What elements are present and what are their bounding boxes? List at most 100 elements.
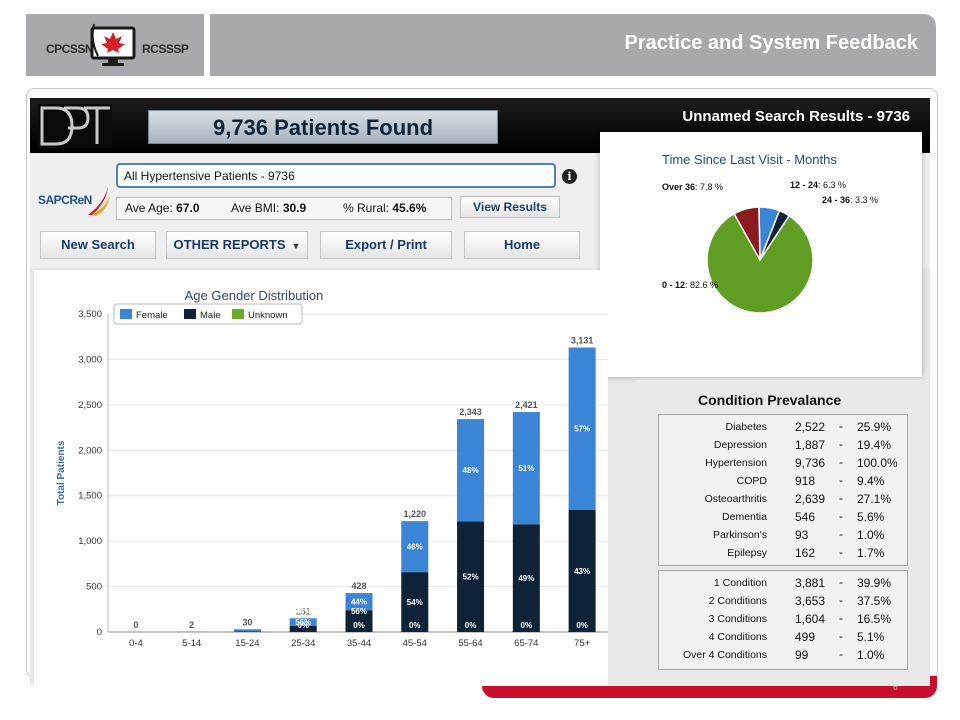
bar-total-label: 3,131 xyxy=(571,336,594,346)
condition-name: 4 Conditions xyxy=(708,631,767,643)
y-tick-label: 3,500 xyxy=(78,309,102,320)
y-tick-label: 2,500 xyxy=(78,400,102,411)
logo-text-cpcssn: CPCSSN xyxy=(46,42,94,56)
condition-pct: 39.9% xyxy=(857,576,892,590)
age-gender-chart-card: Age Gender Distribution 0 500 1,000 1,500 2,… xyxy=(34,270,608,686)
condition-dash: - xyxy=(839,509,843,523)
new-search-button[interactable]: New Search xyxy=(40,231,156,259)
bar-female-pct-label: 44% xyxy=(351,598,367,607)
condition-row: Parkinson's 93 -1.0% xyxy=(659,527,909,545)
bar-total-label: 2 xyxy=(189,620,194,630)
bar-unknown-pct-label: 0% xyxy=(576,621,588,630)
search-input[interactable] xyxy=(116,163,556,188)
x-tick-label: 25-34 xyxy=(291,638,315,649)
bar-total-label: 428 xyxy=(351,581,366,591)
legend-label-unknown: Unknown xyxy=(248,310,288,321)
y-tick-label: 500 xyxy=(86,582,102,593)
bar-male-65-74[interactable] xyxy=(512,524,540,632)
x-tick-label: 35-44 xyxy=(347,638,371,649)
info-icon[interactable]: i xyxy=(562,169,577,184)
condition-dash: - xyxy=(839,575,843,589)
condition-name: 2 Conditions xyxy=(708,595,767,607)
pie-label-24-36: 24 - 36: 3.3 % xyxy=(822,195,879,205)
condition-name: Over 4 Conditions xyxy=(682,649,767,661)
bar-total-label: 2,421 xyxy=(515,400,538,410)
y-tick-label: 1,000 xyxy=(78,536,102,547)
condition-name: Hypertension xyxy=(705,457,767,469)
condition-pct: 1.0% xyxy=(857,648,885,662)
dpt-app: 9,736 Patients Found Unnamed Search Resu… xyxy=(30,98,930,686)
bar-female-25-34[interactable] xyxy=(289,618,317,627)
bar-male-pct-label: 52% xyxy=(463,573,479,582)
condition-name: COPD xyxy=(736,475,767,487)
condition-table: Diabetes 2,522-25.9% Depression 1,887-19.4%… xyxy=(658,414,908,566)
chart-legend[interactable]: Female Male Unknown xyxy=(113,303,303,325)
multi-condition-table: 1 Condition 3,881-39.9% 2 Conditions 3,653-… xyxy=(658,570,908,670)
bar-male-15-24[interactable] xyxy=(233,631,261,632)
cpcssn-logo: CPCSSN RCSSSP xyxy=(26,14,204,76)
bar-unknown-pct-label: 0% xyxy=(465,621,477,630)
condition-pct: 5.6% xyxy=(857,510,885,524)
condition-pct: 9.4% xyxy=(857,474,885,488)
condition-count: 99 xyxy=(795,648,809,662)
condition-count: 3,653 xyxy=(795,594,826,608)
chart-title: Age Gender Distribution xyxy=(184,288,324,303)
condition-pct: 1.0% xyxy=(857,528,885,542)
monitor-maple-leaf-icon xyxy=(90,23,136,66)
condition-dash: - xyxy=(839,647,843,661)
bar-male-25-34[interactable] xyxy=(289,626,317,632)
slide-title: Practice and System Feedback xyxy=(624,32,918,54)
bar-male-75+[interactable] xyxy=(568,509,596,632)
bar-female-45-54[interactable] xyxy=(401,521,429,573)
page-number: 6 xyxy=(893,682,899,692)
bar-male-35-44[interactable] xyxy=(345,610,373,632)
time-since-visit-card: Time Since Last Visit - Months 0 - 12: 8… xyxy=(600,132,922,377)
bar-female-15-24[interactable] xyxy=(233,629,261,632)
sapcren-logo-text: SAPCReN xyxy=(38,193,92,207)
y-tick-label: 3,000 xyxy=(78,354,102,365)
age-gender-bar-chart: 0 500 1,000 1,500 2,000 2,500 3,000 3,500 Total … xyxy=(56,303,608,649)
condition-pct: 100.0% xyxy=(857,456,898,470)
condition-count: 93 xyxy=(795,528,809,542)
y-axis-label: Total Patients xyxy=(56,440,67,505)
export-print-button[interactable]: Export / Print xyxy=(320,231,452,259)
bar-female-55-64[interactable] xyxy=(457,419,485,522)
bar-female-pct-label: 48% xyxy=(463,466,479,475)
condition-row: Epilepsy 162 -1.7% xyxy=(659,545,909,563)
x-tick-label: 45-54 xyxy=(403,638,427,649)
legend-label-female: Female xyxy=(136,310,168,321)
condition-row: Hypertension 9,736-100.0% xyxy=(659,455,909,473)
other-reports-button[interactable]: OTHER REPORTS ▼ xyxy=(166,231,308,259)
condition-dash: - xyxy=(839,455,843,469)
pie-slice-0to12[interactable] xyxy=(706,212,814,314)
condition-row: COPD 918 -9.4% xyxy=(659,473,909,491)
pie-slice-over36[interactable] xyxy=(733,206,761,261)
bar-male-55-64[interactable] xyxy=(457,521,485,632)
view-results-button[interactable]: View Results xyxy=(460,196,560,218)
bar-female-pct-label: 46% xyxy=(407,543,423,552)
rural-stat: % Rural: 45.6% xyxy=(343,201,427,215)
bar-male-45-54[interactable] xyxy=(401,572,429,632)
app-topbar: 9,736 Patients Found Unnamed Search Resu… xyxy=(30,98,930,153)
condition-name: Diabetes xyxy=(725,421,767,433)
pie-title: Time Since Last Visit - Months xyxy=(662,152,837,167)
condition-row: Diabetes 2,522-25.9% xyxy=(659,419,909,437)
sapcren-logo: SAPCReN xyxy=(38,183,110,219)
condition-count: 9,736 xyxy=(795,456,826,470)
bar-female-75+[interactable] xyxy=(568,347,596,510)
patients-found-banner: 9,736 Patients Found xyxy=(148,110,498,144)
bar-unknown-pct-label: 0% xyxy=(521,621,533,630)
bar-total-label: 30 xyxy=(242,617,252,627)
bar-female-65-74[interactable] xyxy=(512,412,540,525)
home-button[interactable]: Home xyxy=(464,231,580,259)
condition-row: Over 4 Conditions 99 -1.0% xyxy=(659,647,909,665)
dpt-logo xyxy=(38,104,112,148)
y-tick-label: 1,500 xyxy=(78,491,102,502)
bar-female-35-44[interactable] xyxy=(345,593,373,611)
condition-count: 1,604 xyxy=(795,612,826,626)
condition-name: Osteoarthritis xyxy=(704,493,767,505)
condition-pct: 25.9% xyxy=(857,420,892,434)
logo-text-rcsssp: RCSSSP xyxy=(142,42,189,56)
bar-male-pct-label: 54% xyxy=(407,598,423,607)
condition-dash: - xyxy=(839,611,843,625)
